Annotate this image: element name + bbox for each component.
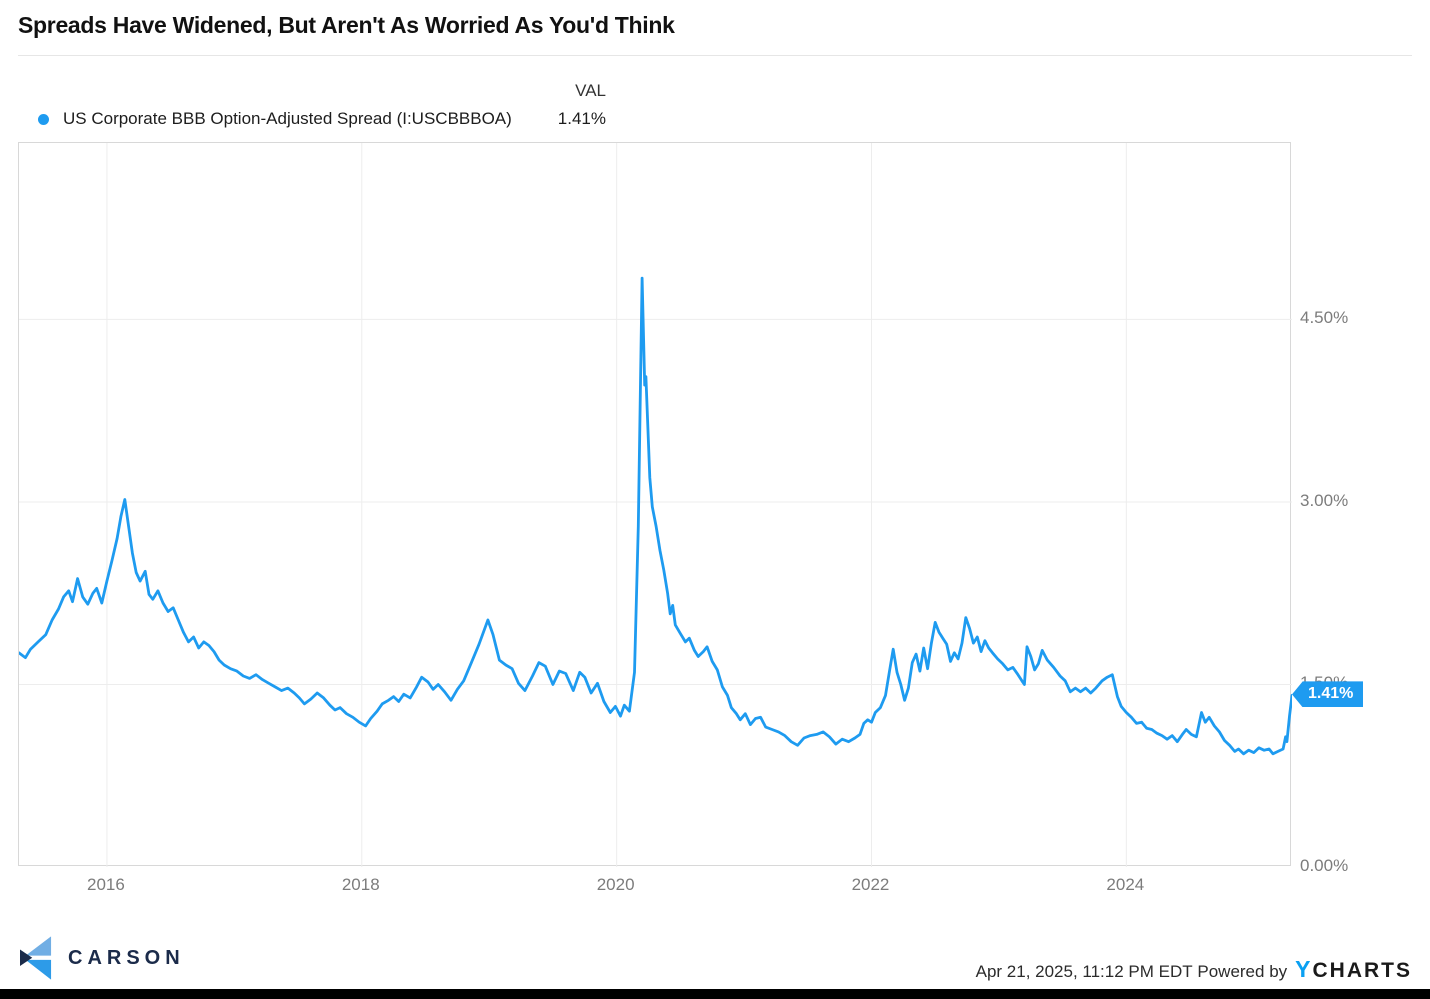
chart-title: Spreads Have Widened, But Aren't As Worr… xyxy=(18,12,675,38)
carson-mark-icon xyxy=(20,936,52,980)
x-tick-label: 2018 xyxy=(341,875,380,894)
bottom-black-bar xyxy=(0,989,1430,999)
legend-series-label: US Corporate BBB Option-Adjusted Spread … xyxy=(63,109,512,128)
attribution: Apr 21, 2025, 11:12 PM EDT Powered by YC… xyxy=(976,956,1412,983)
carson-mark-left-triangle xyxy=(20,949,33,966)
plot-area xyxy=(18,142,1292,867)
ycharts-y-icon: Y xyxy=(1295,956,1313,982)
carson-wordmark: CARSON xyxy=(68,946,185,969)
carson-mark-bottom-triangle xyxy=(25,959,52,980)
series-dot-icon xyxy=(38,114,49,125)
legend-series-value: 1.41% xyxy=(557,109,606,128)
y-tick-label: 3.00% xyxy=(1300,490,1349,510)
chart-svg xyxy=(19,143,1292,867)
x-tick-label: 2024 xyxy=(1106,875,1145,894)
y-tick-label: 0.00% xyxy=(1300,856,1349,875)
last-value-badge: 1.41% xyxy=(1292,681,1364,708)
legend-val-header: VAL xyxy=(575,81,606,100)
y-tick-label: 4.50% xyxy=(1300,308,1349,328)
x-tick-label: 2020 xyxy=(596,875,635,894)
timestamp-text: Apr 21, 2025, 11:12 PM EDT Powered by xyxy=(975,962,1288,981)
x-tick-label: 2016 xyxy=(87,875,125,894)
carson-mark-top-triangle xyxy=(25,936,52,956)
title-divider xyxy=(18,55,1412,56)
ycharts-wordmark: CHARTS xyxy=(1312,959,1412,982)
ycharts-logo: YCHARTS xyxy=(1295,956,1412,983)
series-line xyxy=(19,276,1292,756)
carson-logo: CARSON xyxy=(20,932,185,984)
x-tick-label: 2022 xyxy=(851,875,890,894)
